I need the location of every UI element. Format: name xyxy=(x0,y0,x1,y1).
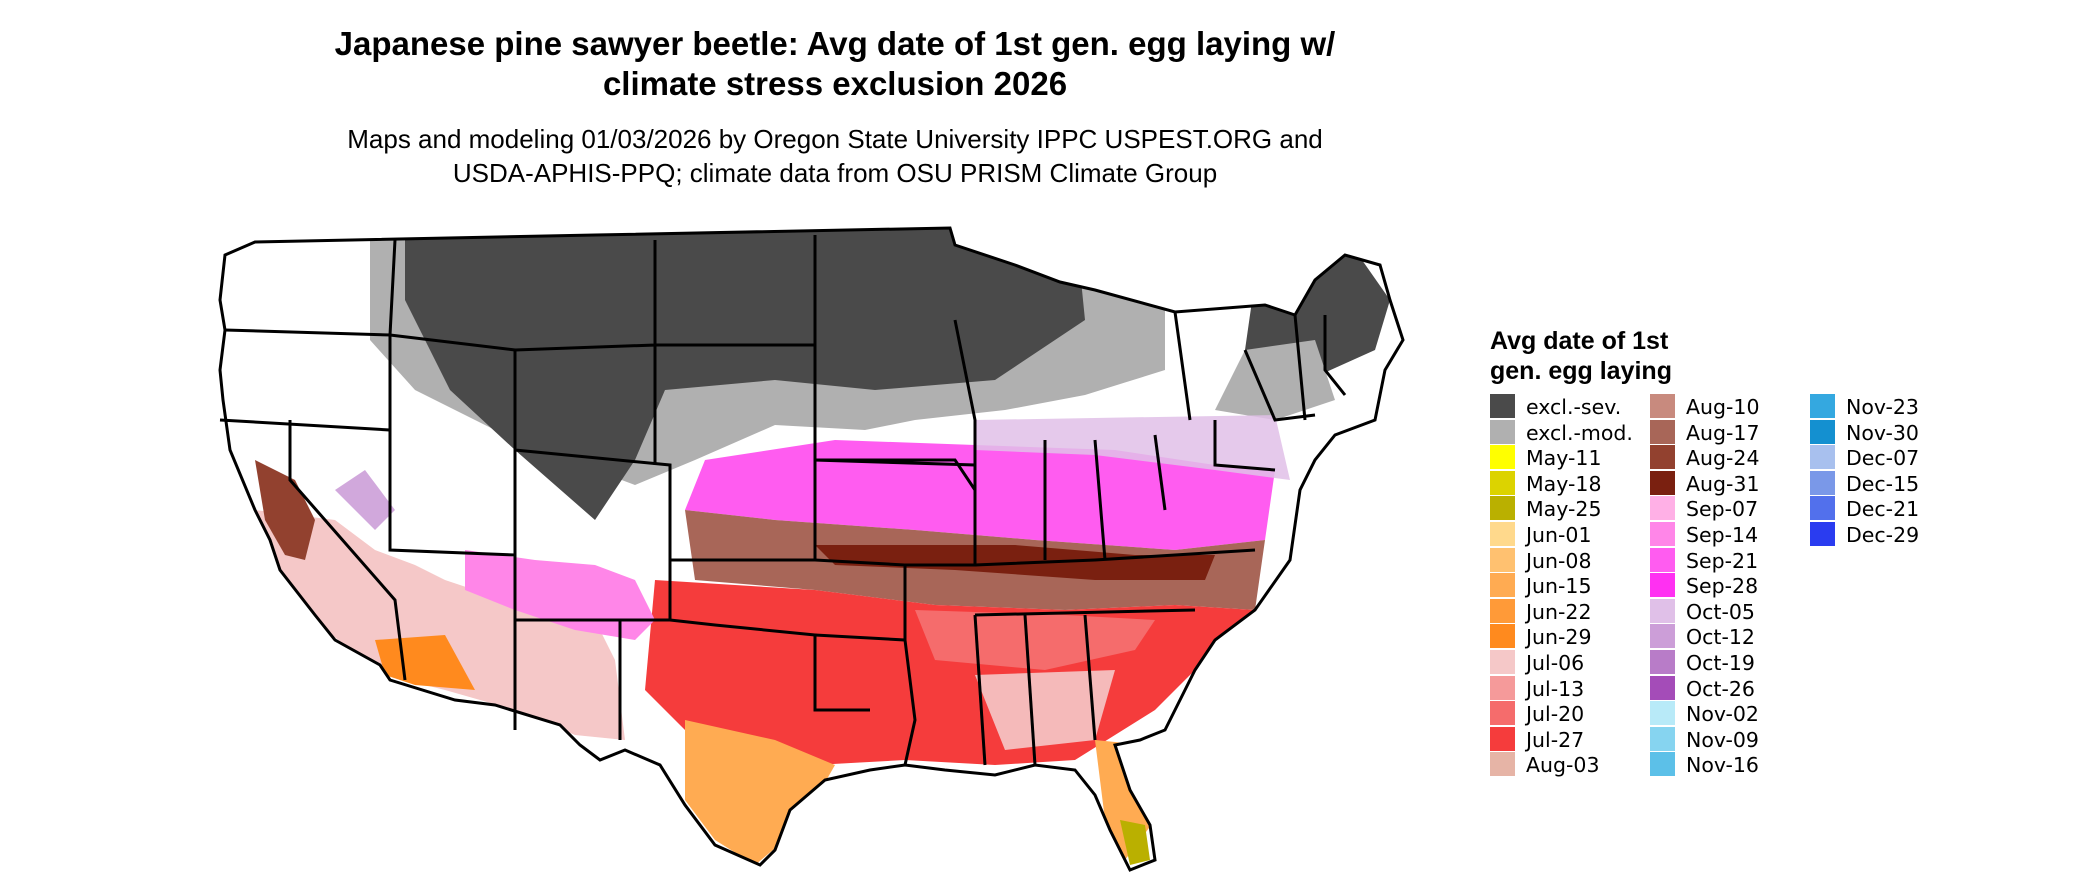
legend-swatch xyxy=(1490,650,1515,674)
legend-label: Aug-24 xyxy=(1686,446,1760,471)
legend-swatch xyxy=(1650,470,1675,495)
legend-swatch xyxy=(1490,394,1515,418)
legend-title: Avg date of 1st gen. egg laying xyxy=(1490,326,1750,386)
legend-label: Dec-29 xyxy=(1846,523,1920,547)
legend-swatch xyxy=(1650,675,1675,700)
legend-label: Nov-16 xyxy=(1686,753,1759,778)
legend-label: Sep-21 xyxy=(1686,548,1759,573)
legend-title-line-2: gen. egg laying xyxy=(1490,357,1672,385)
legend-label: excl.-sev. xyxy=(1526,395,1622,419)
legend-label: Jun-15 xyxy=(1526,574,1592,599)
legend-label: Nov-09 xyxy=(1686,727,1759,752)
legend-label: Aug-31 xyxy=(1686,471,1760,496)
legend-label: Oct-19 xyxy=(1686,651,1755,675)
legend-swatch xyxy=(1650,726,1675,751)
legend-swatch xyxy=(1490,675,1515,700)
legend-swatch xyxy=(1490,496,1515,521)
legend-label: May-11 xyxy=(1526,446,1602,471)
us-map xyxy=(218,226,1405,872)
legend-swatch xyxy=(1650,598,1675,623)
legend-label: Sep-14 xyxy=(1686,523,1759,547)
legend-label: Aug-10 xyxy=(1686,395,1760,419)
legend-swatch xyxy=(1650,650,1675,674)
legend-swatch xyxy=(1650,547,1675,572)
legend-label: Jul-06 xyxy=(1526,651,1585,675)
legend-swatch xyxy=(1490,573,1515,598)
map-subtitle-line-2: USDA-APHIS-PPQ; climate data from OSU PR… xyxy=(452,158,1218,188)
legend-label: Jun-01 xyxy=(1526,523,1592,547)
legend-swatch xyxy=(1650,752,1675,777)
legend-swatch xyxy=(1650,701,1675,726)
legend-swatch xyxy=(1490,701,1515,726)
map-title: Japanese pine sawyer beetle: Avg date of… xyxy=(0,24,1670,104)
legend-swatch xyxy=(1490,547,1515,572)
legend-label: Aug-03 xyxy=(1526,753,1600,778)
legend-label: Sep-07 xyxy=(1686,497,1759,522)
legend-swatch xyxy=(1810,445,1835,470)
legend-label: Nov-30 xyxy=(1846,420,1919,445)
legend-label: Oct-26 xyxy=(1686,676,1755,701)
legend-label: Jul-20 xyxy=(1526,702,1585,727)
legend-label: Jul-27 xyxy=(1526,727,1585,752)
legend-label: Dec-15 xyxy=(1846,471,1920,496)
legend-swatch xyxy=(1810,496,1835,521)
legend-label: Nov-23 xyxy=(1846,395,1919,419)
legend-swatch xyxy=(1490,752,1515,777)
legend-title-line-1: Avg date of 1st xyxy=(1490,327,1669,355)
legend-swatch xyxy=(1650,522,1675,546)
legend-label: excl.-mod. xyxy=(1526,420,1633,445)
map-subtitle: Maps and modeling 01/03/2026 by Oregon S… xyxy=(0,122,1670,190)
legend-label: Sep-28 xyxy=(1686,574,1759,599)
map-subtitle-line-1: Maps and modeling 01/03/2026 by Oregon S… xyxy=(347,124,1323,154)
legend-label: Jun-29 xyxy=(1526,625,1592,650)
map-title-line-1: Japanese pine sawyer beetle: Avg date of… xyxy=(334,25,1336,62)
legend-label: Aug-17 xyxy=(1686,420,1760,445)
legend-swatch xyxy=(1650,624,1675,649)
legend-swatch xyxy=(1490,726,1515,751)
legend-label: Jun-08 xyxy=(1526,548,1592,573)
map-title-line-2: climate stress exclusion 2026 xyxy=(602,65,1068,102)
legend-swatch xyxy=(1490,470,1515,495)
map-raster xyxy=(220,228,1403,870)
legend-label: Oct-12 xyxy=(1686,625,1755,650)
legend-swatch xyxy=(1810,470,1835,495)
legend-label: Dec-07 xyxy=(1846,446,1920,471)
legend-label: Nov-02 xyxy=(1686,702,1759,727)
legend-label: Oct-05 xyxy=(1686,599,1755,624)
legend-swatch xyxy=(1650,445,1675,470)
legend-swatch xyxy=(1650,419,1675,444)
legend-label: Jul-13 xyxy=(1526,676,1585,701)
legend-label: May-18 xyxy=(1526,471,1602,496)
legend: Avg date of 1st gen. egg laying excl.-se… xyxy=(1490,326,1919,777)
legend-swatch xyxy=(1490,522,1515,546)
legend-swatch xyxy=(1810,522,1835,546)
legend-label: Jun-22 xyxy=(1526,599,1592,624)
legend-swatch xyxy=(1650,496,1675,521)
legend-swatch xyxy=(1490,624,1515,649)
legend-swatch xyxy=(1490,419,1515,444)
state-borders xyxy=(218,226,1405,872)
legend-swatch xyxy=(1490,445,1515,470)
legend-swatch xyxy=(1490,598,1515,623)
legend-swatch xyxy=(1650,573,1675,598)
legend-swatch xyxy=(1810,419,1835,444)
legend-label: Dec-21 xyxy=(1846,497,1920,522)
legend-swatch xyxy=(1650,394,1675,418)
legend-label: May-25 xyxy=(1526,497,1602,522)
legend-swatch xyxy=(1810,394,1835,418)
